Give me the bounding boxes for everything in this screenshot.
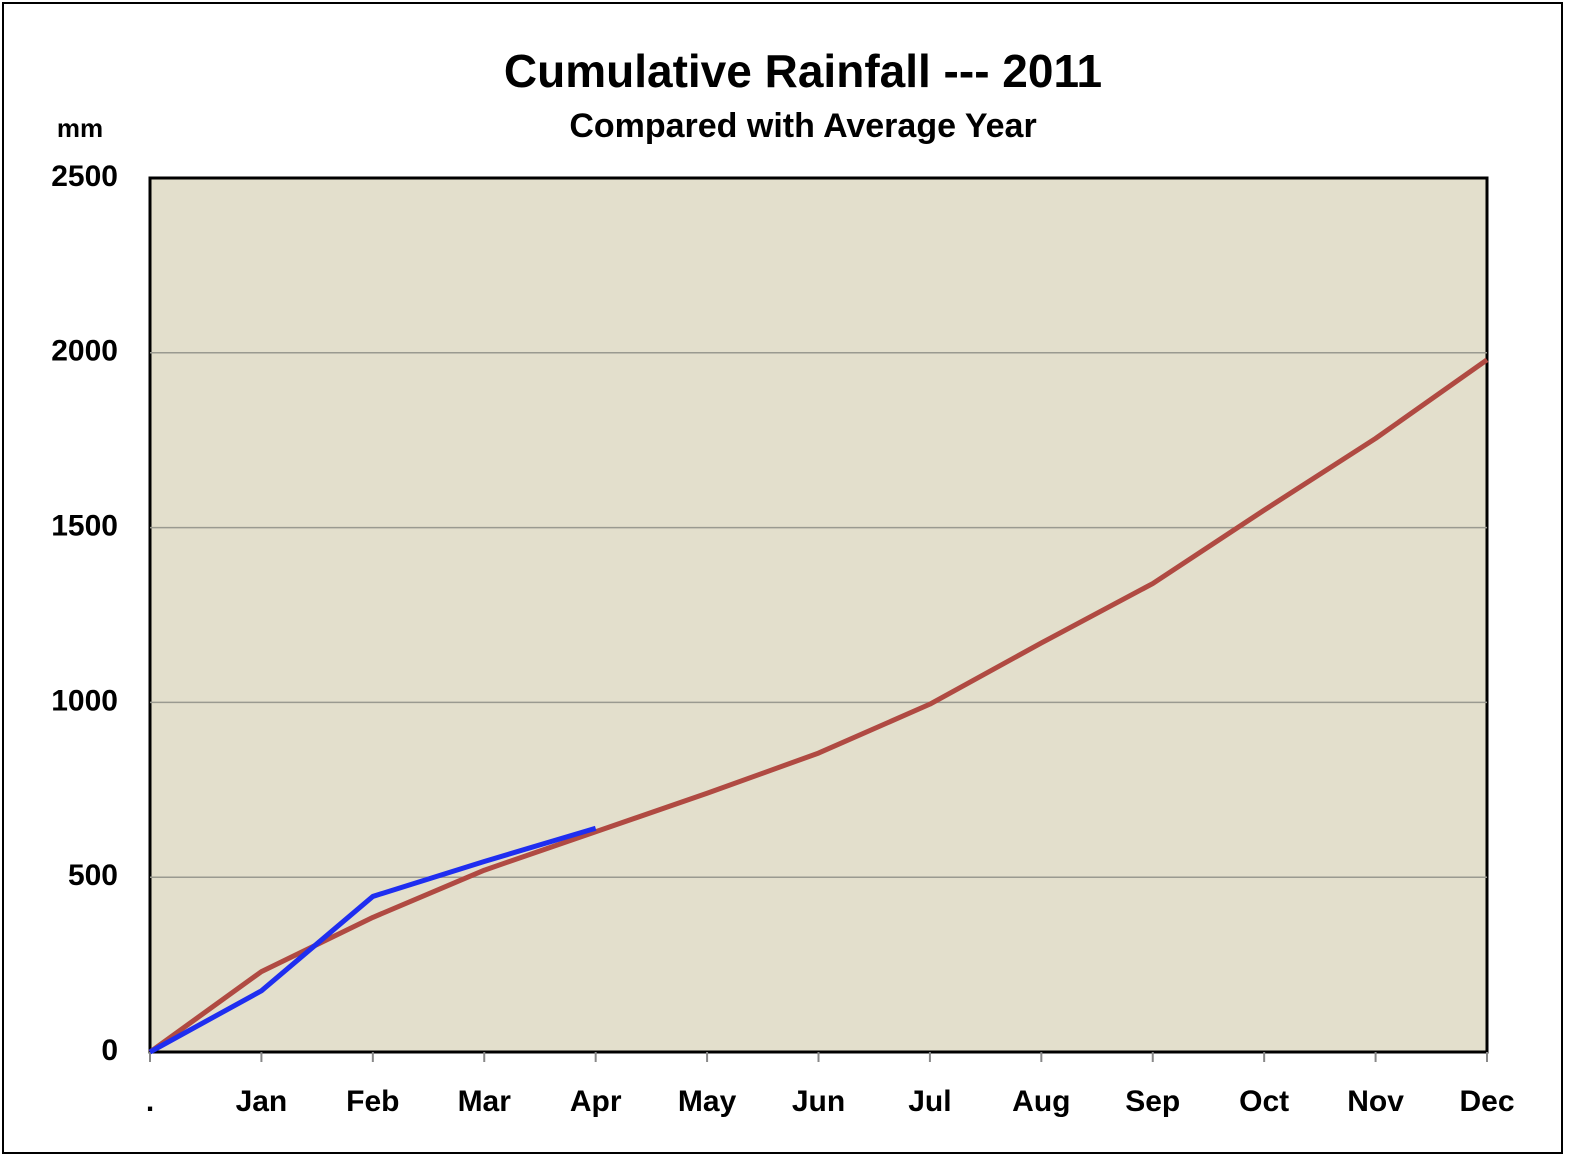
y-tick-label: 1000 <box>51 684 118 717</box>
x-tick-label: Jul <box>908 1085 951 1118</box>
x-tick-label: Jan <box>236 1085 288 1118</box>
x-tick-label: Sep <box>1125 1085 1180 1118</box>
x-tick-label: Nov <box>1347 1085 1404 1118</box>
y-tick-label: 500 <box>68 859 118 892</box>
x-tick-label: May <box>678 1085 737 1118</box>
y-tick-label: 1500 <box>51 510 118 543</box>
x-tick-label: Oct <box>1239 1085 1289 1118</box>
x-tick-label: Dec <box>1459 1085 1514 1118</box>
x-tick-label: . <box>146 1085 154 1118</box>
x-tick-label: Feb <box>346 1085 399 1118</box>
x-tick-label: Mar <box>458 1085 512 1118</box>
plot-area <box>148 176 1489 1054</box>
x-tick-label: Aug <box>1012 1085 1070 1118</box>
series-line <box>148 357 1489 1055</box>
y-tick-label: 0 <box>101 1034 118 1067</box>
chart-title: Cumulative Rainfall --- 2011 <box>504 45 1102 97</box>
y-tick-label: 2000 <box>51 335 118 368</box>
series-line <box>148 825 597 1055</box>
y-axis-label: mm <box>57 113 103 143</box>
x-tick-label: Apr <box>570 1085 622 1118</box>
x-tick-label: Jun <box>792 1085 845 1118</box>
chart-subtitle: Compared with Average Year <box>569 107 1036 145</box>
y-tick-label: 2500 <box>51 160 118 193</box>
